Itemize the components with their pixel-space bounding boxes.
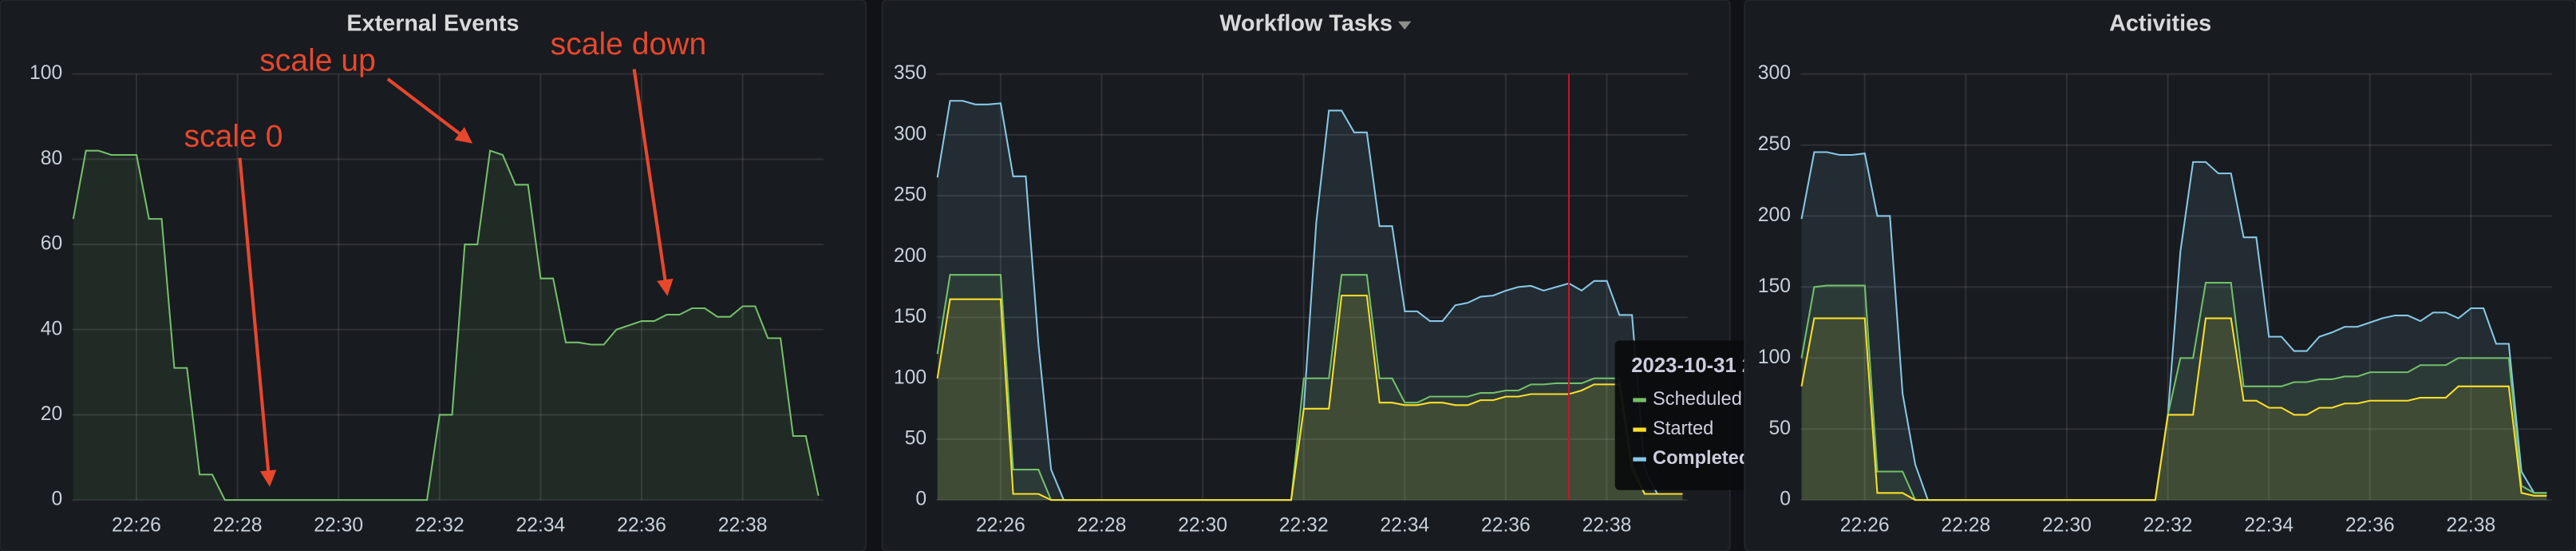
panel-title: External Events xyxy=(346,11,519,37)
tooltip-swatch xyxy=(1633,398,1646,402)
y-tick-label: 100 xyxy=(30,62,62,84)
x-tick-label: 22:36 xyxy=(2345,515,2395,537)
panel: Activities 0 50 100 150 200 250 300 22:26 22:28 22… xyxy=(1744,0,2576,551)
title-menu-caret[interactable] xyxy=(1397,21,1412,30)
tooltip-series-name: Scheduled xyxy=(1653,389,1742,410)
x-tick-label: 22:26 xyxy=(112,515,161,537)
series-line xyxy=(936,295,1683,501)
y-tick-label: 150 xyxy=(1758,276,1791,297)
series-area xyxy=(1801,318,2547,501)
tooltip-series-name: Started xyxy=(1653,418,1713,439)
panel-title[interactable]: Workflow Tasks xyxy=(1219,11,1393,37)
tooltip-series-name: Completed xyxy=(1653,448,1750,469)
x-tick-label: 22:28 xyxy=(1941,515,1990,537)
x-tick-label: 22:26 xyxy=(1840,515,1890,537)
x-tick-label: 22:30 xyxy=(314,515,363,537)
series-area xyxy=(937,101,1683,501)
x-tick-label: 22:28 xyxy=(213,515,263,537)
series-area xyxy=(937,275,1683,501)
y-tick-label: 350 xyxy=(894,62,926,84)
series-area xyxy=(1801,152,2547,501)
series-area xyxy=(73,150,819,501)
x-tick-label: 22:38 xyxy=(1582,515,1632,537)
x-tick-label: 22:34 xyxy=(1380,515,1429,537)
y-tick-label: 0 xyxy=(915,489,926,510)
y-tick-label: 100 xyxy=(1758,347,1791,368)
y-tick-label: 40 xyxy=(41,318,62,339)
x-tick-label: 22:28 xyxy=(1077,515,1127,537)
y-tick-label: 20 xyxy=(41,403,62,425)
series-line xyxy=(72,149,820,501)
y-tick-label: 0 xyxy=(51,489,62,510)
panel-background xyxy=(1744,0,2576,551)
annotation-arrow xyxy=(632,69,674,296)
panel-background xyxy=(881,0,1731,551)
x-tick-label: 22:30 xyxy=(2042,515,2092,537)
x-tick-label: 22:32 xyxy=(415,515,464,537)
panel-title: Activities xyxy=(2109,11,2211,37)
x-tick-label: 22:32 xyxy=(1279,515,1329,537)
x-tick-label: 22:38 xyxy=(2446,515,2495,537)
y-tick-label: 80 xyxy=(41,148,62,169)
y-tick-label: 300 xyxy=(1758,62,1791,84)
y-tick-label: 250 xyxy=(894,184,926,206)
x-tick-label: 22:26 xyxy=(976,515,1025,537)
y-tick-label: 100 xyxy=(894,367,926,388)
panel: Workflow Tasks 0 50 100 150 200 250 300 350 22:26… xyxy=(881,0,1829,551)
annotation: scale 0 xyxy=(184,119,283,153)
annotation: scale up xyxy=(259,44,376,78)
y-tick-label: 50 xyxy=(1768,418,1790,439)
y-tick-label: 300 xyxy=(894,123,926,145)
annotation: scale down xyxy=(551,27,707,61)
panel-background xyxy=(0,0,867,551)
series-area xyxy=(937,295,1683,501)
y-tick-label: 150 xyxy=(894,306,926,327)
x-tick-label: 22:30 xyxy=(1178,515,1227,537)
x-tick-label: 22:36 xyxy=(617,515,666,537)
y-tick-label: 0 xyxy=(1780,489,1791,510)
annotation-arrow xyxy=(386,77,473,144)
y-tick-label: 200 xyxy=(1758,204,1791,226)
x-tick-label: 22:32 xyxy=(2143,515,2193,537)
y-tick-label: 200 xyxy=(894,245,926,267)
series-line xyxy=(1800,317,2547,501)
tooltip-swatch xyxy=(1633,457,1646,462)
y-tick-label: 60 xyxy=(41,233,62,255)
x-tick-label: 22:34 xyxy=(516,515,566,537)
x-tick-label: 22:38 xyxy=(718,515,768,537)
x-tick-label: 22:34 xyxy=(2244,515,2294,537)
panel: External Events 0 20 40 60 80 100 22:26 22:28 22:… xyxy=(0,0,867,551)
y-tick-label: 50 xyxy=(905,427,926,449)
y-tick-label: 250 xyxy=(1758,133,1791,155)
annotation-arrow xyxy=(238,157,277,487)
series-line xyxy=(1800,151,2547,501)
series-line xyxy=(936,100,1683,501)
x-tick-label: 22:36 xyxy=(1481,515,1531,537)
tooltip-swatch xyxy=(1633,427,1646,432)
series-area xyxy=(1801,283,2547,501)
